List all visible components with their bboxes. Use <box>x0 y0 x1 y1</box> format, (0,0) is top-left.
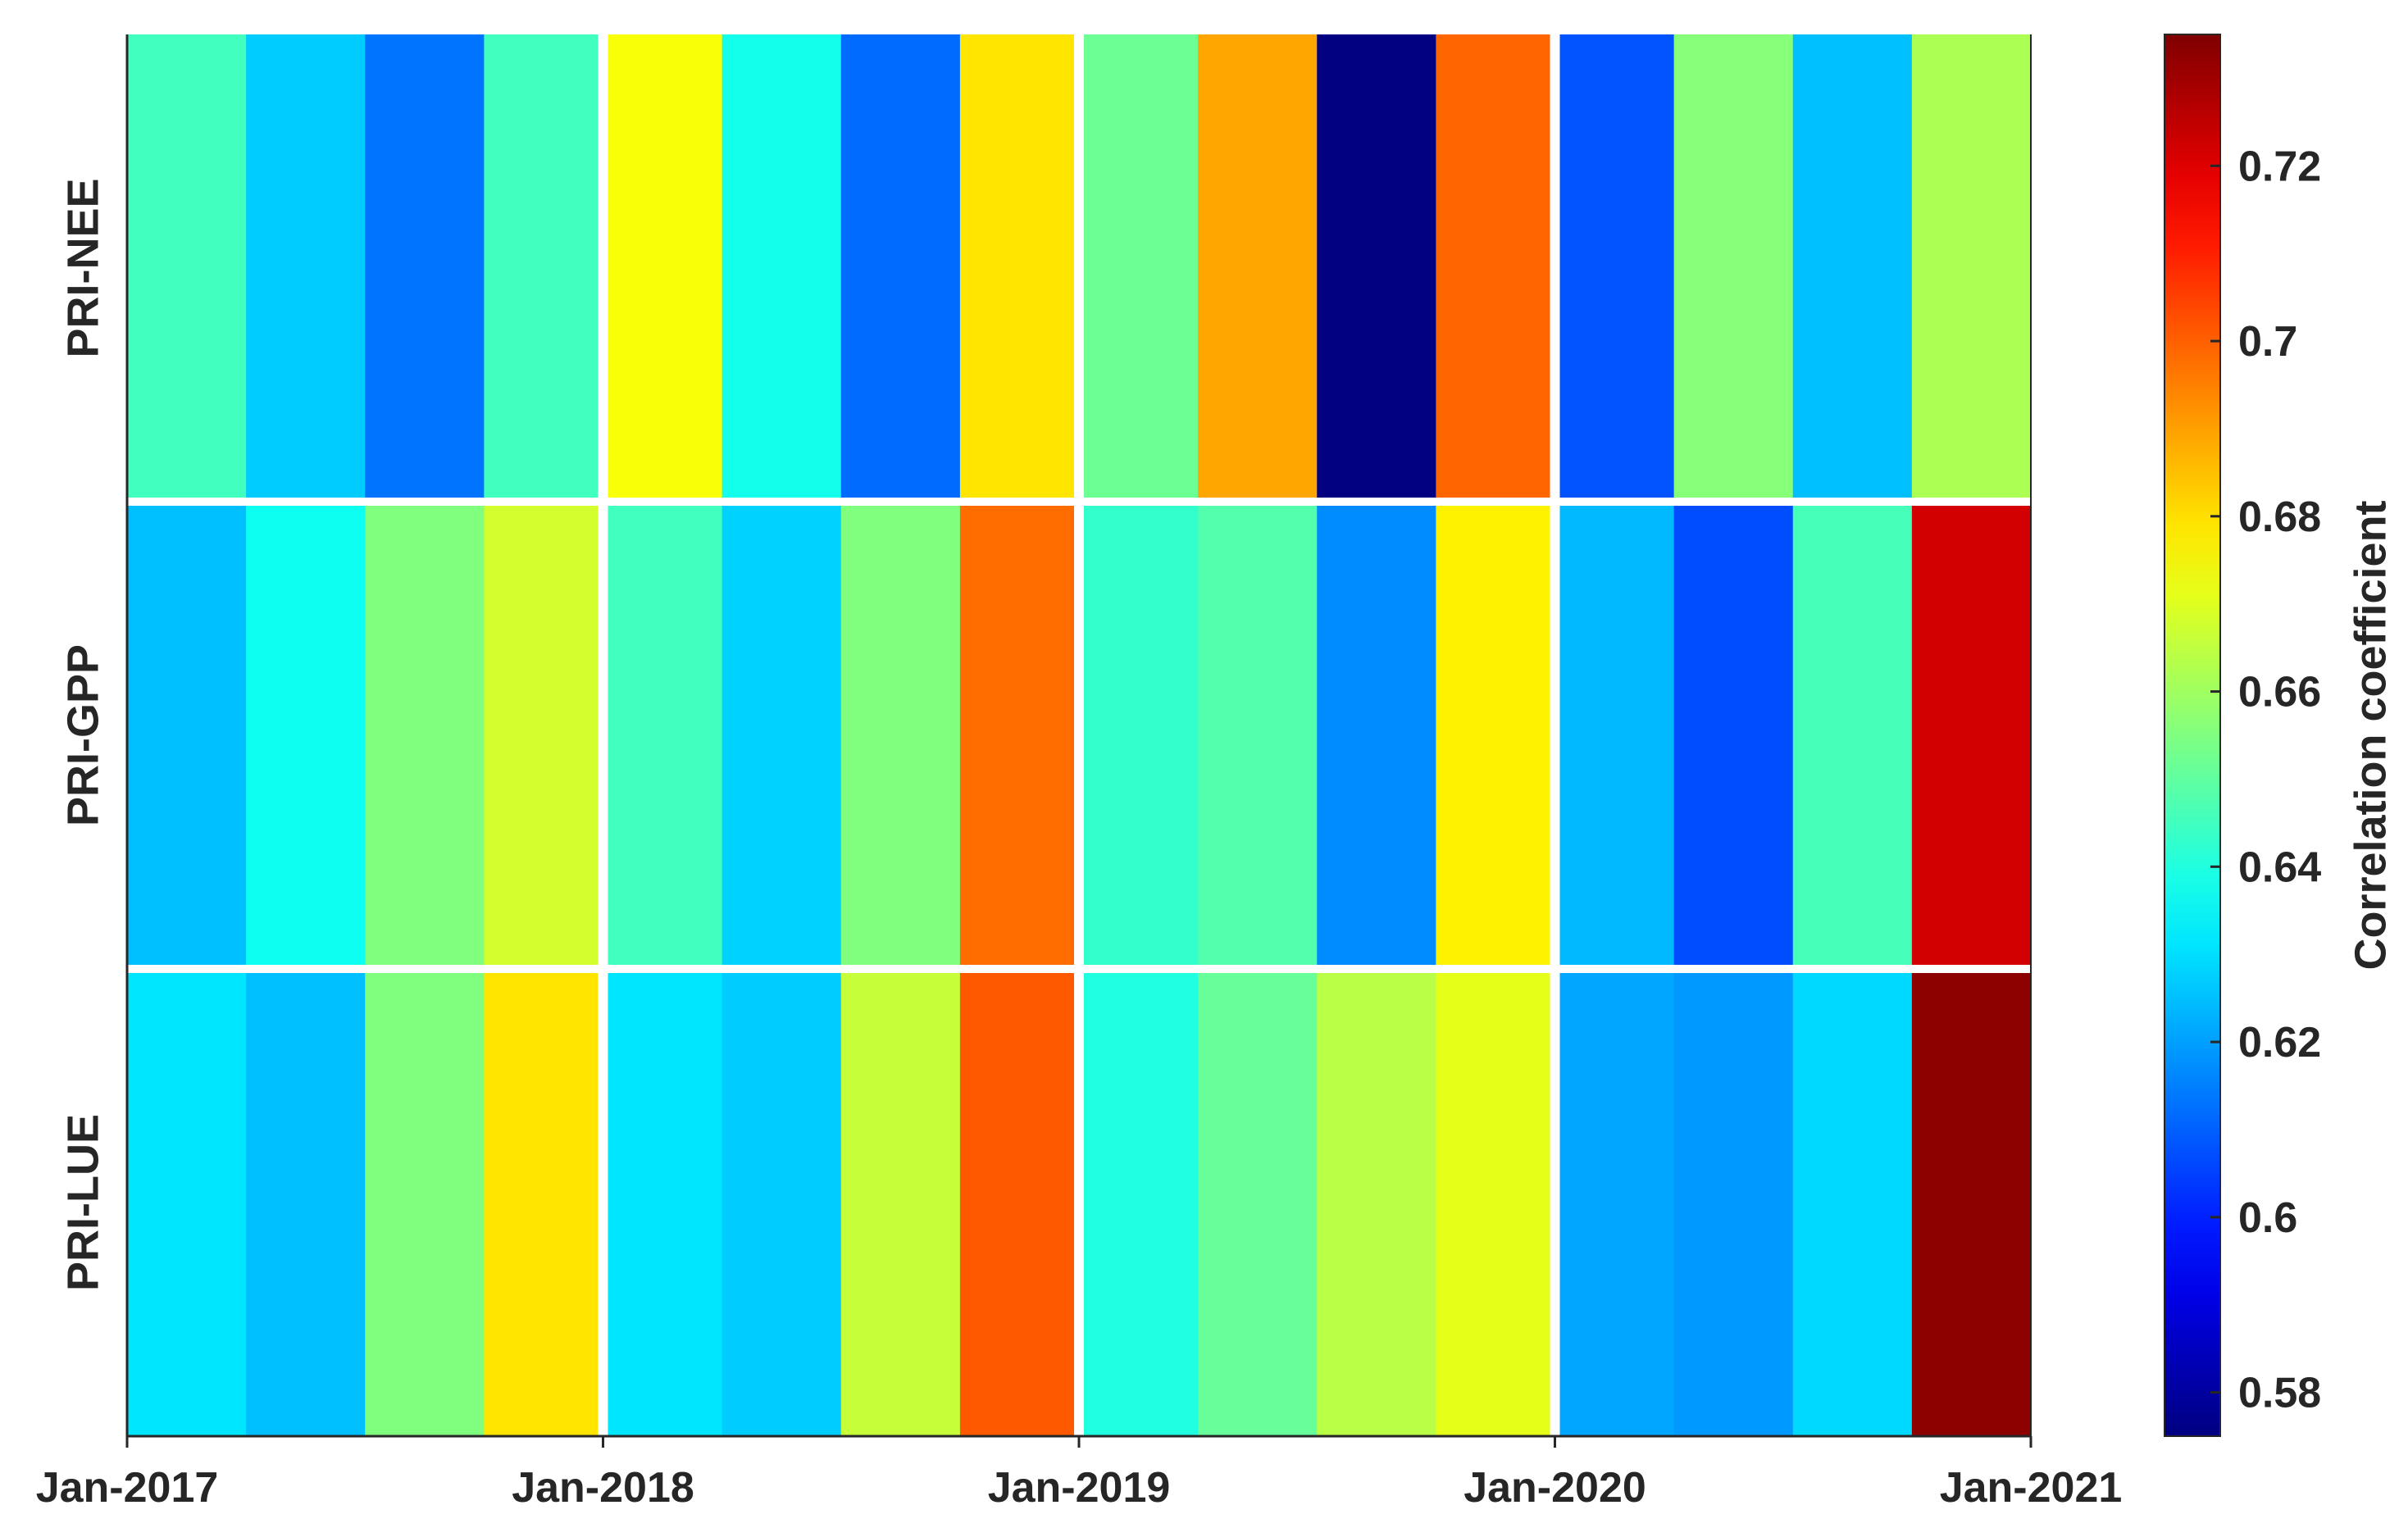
heatmap-cell-r0-c5 <box>721 34 842 502</box>
colorbar-tick-label: 0.72 <box>2238 143 2321 190</box>
heatmap-cell-r2-c5 <box>721 969 842 1437</box>
colorbar-gradient <box>2164 34 2221 1437</box>
heatmap-cell-r2-c7 <box>959 969 1080 1437</box>
heatmap-cell-r1-c1 <box>246 502 366 970</box>
x-tick-label: Jan-2019 <box>988 1464 1171 1512</box>
year-separator <box>1550 34 1560 1436</box>
colorbar-tick-label: 0.68 <box>2238 493 2321 541</box>
heatmap-cell-r2-c10 <box>1317 969 1436 1437</box>
row-label: PRI-LUE <box>58 1114 107 1291</box>
heatmap-cell-r1-c8 <box>1079 502 1199 970</box>
heatmap-cell-r1-c5 <box>721 502 842 970</box>
heatmap-cell-r1-c7 <box>959 502 1080 970</box>
row-year-separators <box>127 34 2031 1436</box>
heatmap-cell-r2-c11 <box>1436 969 1556 1437</box>
colorbar-tick-label: 0.66 <box>2238 669 2321 716</box>
heatmap-cell-r2-c13 <box>1673 969 1794 1437</box>
x-tick-label: Jan-2017 <box>36 1464 219 1512</box>
year-separator <box>1074 34 1084 1436</box>
heatmap-cell-r0-c12 <box>1555 34 1675 502</box>
colorbar-tick-label: 0.64 <box>2238 844 2321 891</box>
heatmap-cell-r1-c13 <box>1673 502 1794 970</box>
heatmap-cell-r0-c4 <box>603 34 723 502</box>
heatmap-cell-r0-c8 <box>1079 34 1199 502</box>
heatmap-cell-r1-c9 <box>1198 502 1318 970</box>
heatmap-cell-r0-c14 <box>1792 34 1913 502</box>
heatmap-cell-r2-c1 <box>246 969 366 1437</box>
row-label: PRI-NEE <box>58 178 107 357</box>
x-axis-ticks: Jan-2017 Jan-2018 Jan-2019 Jan-2020 Jan-2021 <box>36 1436 2123 1512</box>
heatmap-cell-r2-c3 <box>484 969 604 1437</box>
heatmap-cell-r2-c6 <box>840 969 961 1437</box>
heatmap-cell-r0-c2 <box>365 34 485 502</box>
colorbar-tick-label: 0.7 <box>2238 318 2297 366</box>
row-label: PRI-GPP <box>58 644 107 826</box>
heatmap-cell-r2-c4 <box>603 969 723 1437</box>
heatmap-cell-r2-c15 <box>1911 969 2032 1437</box>
colorbar-label: Correlation coefficient <box>2346 500 2395 970</box>
heatmap-cell-r1-c12 <box>1555 502 1675 970</box>
colorbar-tick-label: 0.58 <box>2238 1370 2321 1417</box>
heatmap-cell-r0-c10 <box>1317 34 1436 502</box>
heatmap-cell-r2-c0 <box>127 969 247 1437</box>
heatmap-cell-r1-c15 <box>1911 502 2032 970</box>
colorbar-tick-label: 0.62 <box>2238 1019 2321 1066</box>
colorbar: 0.58 0.6 0.62 0.64 0.66 0.68 0.7 0.72 Correlatio… <box>2164 34 2395 1437</box>
heatmap-cell-r0-c11 <box>1436 34 1556 502</box>
heatmap-cells <box>127 34 2032 1437</box>
heatmap-cell-r1-c11 <box>1436 502 1556 970</box>
heatmap-cell-r0-c3 <box>484 34 604 502</box>
colorbar-tick-label: 0.6 <box>2238 1194 2297 1242</box>
heatmap-cell-r1-c14 <box>1792 502 1913 970</box>
heatmap-cell-r1-c2 <box>365 502 485 970</box>
heatmap-cell-r0-c15 <box>1911 34 2032 502</box>
heatmap-cell-r2-c8 <box>1079 969 1199 1437</box>
heatmap-cell-r2-c12 <box>1555 969 1675 1437</box>
heatmap-cell-r2-c2 <box>365 969 485 1437</box>
heatmap-cell-r1-c6 <box>840 502 961 970</box>
row-labels: PRI-NEE PRI-GPP PRI-LUE <box>58 178 107 1291</box>
heatmap-cell-r0-c13 <box>1673 34 1794 502</box>
heatmap-cell-r0-c7 <box>959 34 1080 502</box>
heatmap-cell-r0-c6 <box>840 34 961 502</box>
heatmap-cell-r0-c1 <box>246 34 366 502</box>
heatmap-cell-r2-c14 <box>1792 969 1913 1437</box>
x-tick-label: Jan-2020 <box>1463 1464 1646 1512</box>
heatmap-cell-r2-c9 <box>1198 969 1318 1437</box>
heatmap-cell-r0-c0 <box>127 34 247 502</box>
heatmap-cell-r1-c3 <box>484 502 604 970</box>
heatmap-cell-r1-c10 <box>1317 502 1436 970</box>
year-separator <box>598 34 608 1436</box>
heatmap-cell-r1-c4 <box>603 502 723 970</box>
heatmap-cell-r0-c9 <box>1198 34 1318 502</box>
heatmap-cell-r1-c0 <box>127 502 247 970</box>
x-tick-label: Jan-2018 <box>512 1464 694 1512</box>
x-tick-label: Jan-2021 <box>1940 1464 2123 1512</box>
